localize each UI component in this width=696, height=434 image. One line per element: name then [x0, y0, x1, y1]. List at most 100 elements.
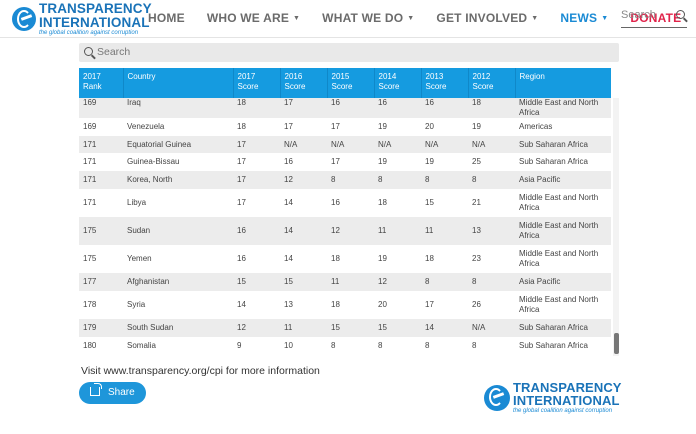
- column-header[interactable]: 2015 Score: [326, 68, 374, 98]
- search-icon[interactable]: [676, 10, 685, 19]
- table-cell: 179: [79, 319, 123, 337]
- table-cell: Equatorial Guinea: [123, 136, 233, 153]
- table-row: 178 Syria 14 13 18 20 17 26 Middle East and Nort…: [79, 291, 611, 319]
- table-cell: 19: [374, 153, 421, 171]
- column-header-label: 2016: [284, 72, 303, 81]
- table-cell: 175: [79, 217, 123, 245]
- column-header[interactable]: 2017 Score: [232, 68, 280, 98]
- globe-logo-icon: [12, 7, 36, 31]
- table-row: 171 Equatorial Guinea 17 N/A N/A N/A N/A N/A Sub…: [79, 136, 611, 153]
- nav-get-involved[interactable]: GET INVOLVED ▼: [436, 11, 539, 25]
- table-cell: 15: [327, 319, 374, 337]
- table-cell: 16: [233, 245, 280, 273]
- nav-donate[interactable]: DONATE: [630, 11, 682, 25]
- column-header[interactable]: 2014 Score: [373, 68, 421, 98]
- share-button[interactable]: Share: [79, 382, 146, 404]
- table-scrollbar-thumb[interactable]: [614, 333, 619, 354]
- cpi-table: 2017 Rank Country 2017 Score 2016 Score 2015 Sco…: [79, 68, 611, 354]
- table-cell: 13: [468, 217, 515, 245]
- table-cell: 19: [468, 118, 515, 136]
- table-cell: 23: [468, 245, 515, 273]
- table-cell: 17: [280, 98, 327, 118]
- table-cell: 178: [79, 291, 123, 319]
- column-header-sublabel: Score: [237, 81, 259, 91]
- table-cell: Afghanistan: [123, 273, 233, 291]
- table-row: 171 Libya 17 14 16 18 15 21 Middle East and Nort…: [79, 189, 611, 217]
- chevron-down-icon: ▼: [601, 15, 609, 22]
- table-cell: 19: [421, 153, 468, 171]
- table-cell: 8: [468, 337, 515, 354]
- table-cell: 171: [79, 153, 123, 171]
- table-cell: Sub Saharan Africa: [515, 136, 611, 153]
- table-row: 171 Guinea-Bissau 17 16 17 19 19 25 Sub Saharan …: [79, 153, 611, 171]
- column-header[interactable]: Country: [122, 68, 233, 98]
- table-search-input[interactable]: Search: [79, 43, 619, 62]
- table-search-placeholder: Search: [97, 46, 131, 58]
- table-row: 175 Yemen 16 14 18 19 18 23 Middle East and Nort…: [79, 245, 611, 273]
- nav-who-we-are[interactable]: WHO WE ARE ▼: [206, 11, 301, 25]
- column-header-label: 2017: [237, 72, 256, 81]
- nav-what-we-do[interactable]: WHAT WE DO ▼: [322, 11, 415, 25]
- table-cell: South Sudan: [123, 319, 233, 337]
- logo-title-line2: INTERNATIONAL: [39, 14, 150, 30]
- column-header[interactable]: 2013 Score: [420, 68, 468, 98]
- table-cell: 14: [280, 217, 327, 245]
- table-cell: 12: [374, 273, 421, 291]
- table-cell: 17: [327, 153, 374, 171]
- nav-home[interactable]: HOME: [148, 11, 185, 25]
- table-cell: Sub Saharan Africa: [515, 337, 611, 354]
- table-cell: 16: [421, 98, 468, 118]
- column-header-sublabel: Score: [472, 81, 494, 91]
- table-cell: Korea, North: [123, 171, 233, 189]
- table-cell: 11: [374, 217, 421, 245]
- table-cell: 177: [79, 273, 123, 291]
- table-cell: 16: [233, 217, 280, 245]
- table-cell: 17: [233, 189, 280, 217]
- logo-title-line1: TRANSPARENCY: [39, 1, 152, 16]
- table-cell: 18: [327, 245, 374, 273]
- site-logo[interactable]: TRANSPARENCY INTERNATIONAL the global co…: [12, 1, 152, 36]
- table-cell: Venezuela: [123, 118, 233, 136]
- cpi-table-container: 2017 Rank Country 2017 Score 2016 Score 2015 Sco…: [79, 68, 619, 356]
- column-header[interactable]: 2016 Score: [279, 68, 327, 98]
- footer-logo-title-line2: INTERNATIONAL: [513, 393, 620, 408]
- site-search-input[interactable]: Search: [621, 6, 687, 28]
- table-cell: 14: [233, 291, 280, 319]
- logo-tagline: the global coalition against corruption: [39, 30, 139, 36]
- table-cell: Libya: [123, 189, 233, 217]
- table-cell: 171: [79, 171, 123, 189]
- table-cell: 12: [327, 217, 374, 245]
- footer-logo[interactable]: TRANSPARENCY INTERNATIONAL the global co…: [484, 381, 622, 414]
- table-cell: N/A: [468, 136, 515, 153]
- table-cell: Guinea-Bissau: [123, 153, 233, 171]
- column-header-label: 2012: [472, 72, 491, 81]
- column-header[interactable]: 2017 Rank: [79, 68, 123, 98]
- table-cell: N/A: [327, 136, 374, 153]
- column-header[interactable]: 2012 Score: [467, 68, 515, 98]
- table-row: 169 Venezuela 18 17 17 19 20 19 Americas: [79, 118, 611, 136]
- table-row: 175 Sudan 16 14 12 11 11 13 Middle East and Nort…: [79, 217, 611, 245]
- nav-news[interactable]: NEWS ▼: [560, 11, 609, 25]
- table-cell: Sudan: [123, 217, 233, 245]
- column-header-label: Region: [519, 72, 545, 81]
- column-header-label: 2014: [378, 72, 397, 81]
- table-cell: 9: [233, 337, 280, 354]
- table-cell: 17: [233, 153, 280, 171]
- table-cell: 8: [468, 273, 515, 291]
- table-cell: 19: [374, 245, 421, 273]
- table-scrollbar[interactable]: [613, 98, 619, 356]
- table-cell: 18: [374, 189, 421, 217]
- table-cell: 16: [280, 153, 327, 171]
- column-header[interactable]: Region: [514, 68, 611, 98]
- table-cell: 20: [421, 118, 468, 136]
- table-cell: 180: [79, 337, 123, 354]
- table-cell: 18: [327, 291, 374, 319]
- table-cell: 16: [327, 189, 374, 217]
- table-cell: 18: [233, 118, 280, 136]
- table-cell: 13: [280, 291, 327, 319]
- table-cell: 18: [421, 245, 468, 273]
- column-header-label: 2015: [331, 72, 350, 81]
- table-row: 179 South Sudan 12 11 15 15 14 N/A Sub Saharan A…: [79, 319, 611, 337]
- table-cell: 16: [374, 98, 421, 118]
- table-cell: Syria: [123, 291, 233, 319]
